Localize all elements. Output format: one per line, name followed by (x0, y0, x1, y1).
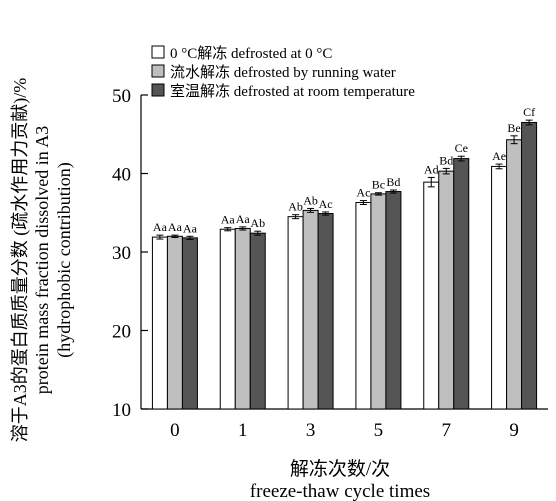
x-axis: 0 1 3 5 7 9 (141, 408, 548, 441)
y-tick-label-40: 40 (112, 165, 131, 186)
bar-s2-c3 (317, 213, 334, 410)
bar-s1-c3 (302, 209, 319, 410)
y-tick-label-30: 30 (112, 243, 131, 264)
legend-label-2: 室温解冻 defrosted at room temperature (170, 82, 415, 100)
significance-label: Bd (386, 175, 400, 189)
bar-s0-c1 (219, 228, 236, 410)
y-tick-label-10: 10 (112, 400, 131, 421)
bar-s2-c1 (249, 232, 266, 410)
y-axis-label: 溶于A3的蛋白质质量分数 (疏水作用力贡献)/% protein mass fra… (10, 78, 75, 442)
significance-label: Aa (221, 213, 236, 227)
bar-s2-c9 (521, 121, 538, 410)
x-tick-label-5: 5 (374, 420, 384, 441)
significance-label: Aa (183, 221, 198, 235)
bar-s1-c1 (234, 227, 251, 410)
x-axis-label-en: freeze-thaw cycle times (250, 481, 430, 501)
x-axis-label-zh: 解冻次数/次 (290, 458, 390, 480)
x-tick-label-3: 3 (306, 420, 316, 441)
bar-s2-c7 (453, 158, 470, 410)
significance-label: Aa (153, 220, 168, 234)
significance-label: Ac (319, 197, 333, 211)
y-tick-label-20: 20 (112, 322, 131, 343)
significance-label: Ab (288, 200, 303, 214)
x-tick-label-9: 9 (509, 420, 519, 441)
bar-s0-c7 (423, 181, 440, 410)
significance-label: Be (507, 121, 520, 135)
x-tick-label-1: 1 (238, 420, 248, 441)
significance-label: Cf (523, 105, 535, 119)
significance-label: Bd (439, 153, 453, 167)
x-tick-label-7: 7 (442, 420, 452, 441)
y-axis: 10 20 30 40 50 (112, 86, 148, 421)
significance-label: Ae (492, 149, 506, 163)
legend-swatch-0 (151, 45, 165, 59)
bar-s2-c5 (385, 191, 402, 410)
y-tick-label-50: 50 (112, 86, 131, 107)
bar-s1-c7 (438, 170, 455, 410)
bar-s0-c3 (287, 216, 304, 410)
y-axis-label-line-2: (hydrophobic contribution) (54, 162, 75, 357)
significance-label: Ce (455, 141, 468, 155)
legend-swatch-1 (151, 64, 165, 78)
x-tick-label-0: 0 (170, 420, 180, 441)
significance-label: Ac (356, 186, 370, 200)
y-axis-label-line-0: 溶于A3的蛋白质质量分数 (疏水作用力贡献)/% (10, 78, 31, 442)
y-axis-label-line-1: protein mass fraction dissolved in A3 (32, 126, 52, 394)
significance-label: Ad (424, 162, 439, 176)
bar-s2-c0 (181, 237, 198, 410)
bar-s0-c0 (151, 236, 168, 410)
legend-swatch-2 (151, 83, 165, 97)
bar-s1-c0 (166, 235, 183, 410)
significance-label: Aa (236, 212, 251, 226)
legend-label-1: 流水解冻 defrosted by running water (170, 63, 396, 81)
bar-s0-c9 (491, 165, 508, 410)
significance-label: Aa (168, 220, 183, 234)
bar-s1-c9 (506, 139, 523, 410)
bar-s0-c5 (355, 202, 372, 410)
significance-label: Bc (372, 178, 385, 192)
bar-s1-c5 (370, 193, 387, 410)
legend-label-0: 0 °C解冻 defrosted at 0 °C (170, 44, 332, 62)
significance-label: Ab (250, 216, 265, 230)
significance-label: Ab (303, 193, 318, 207)
